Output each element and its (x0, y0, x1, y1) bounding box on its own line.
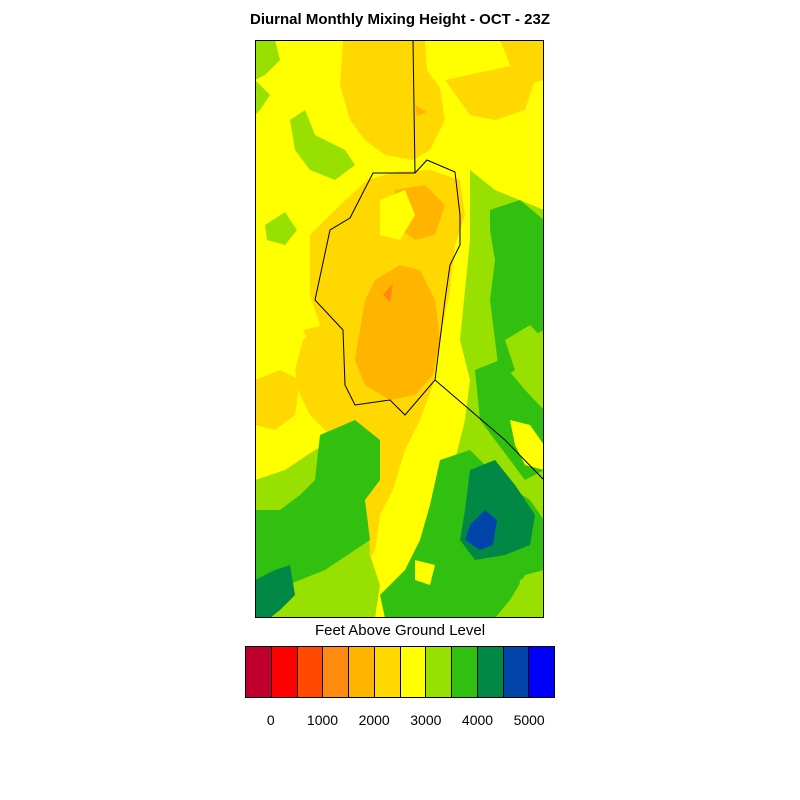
contour-lgreen-midleft (265, 212, 297, 245)
contour-gold-left (255, 370, 300, 430)
colorbar-tick-label: 5000 (513, 712, 545, 728)
contour-lgreen-bottom-right (515, 570, 544, 618)
colorbar-tick-label: 1000 (306, 712, 339, 728)
contour-gold-top-right (500, 40, 544, 85)
map-frame (255, 40, 544, 618)
colorbar (245, 646, 555, 698)
boundary-line-north (412, 40, 416, 174)
contour-green-bottom-left (255, 420, 380, 600)
contour-lgreen-bottom-mid (350, 555, 380, 618)
contour-gold-small (303, 325, 333, 355)
chart-title: Diurnal Monthly Mixing Height - OCT - 23… (250, 11, 550, 28)
contour-yellow-bottom-spot (415, 560, 435, 585)
colorbar-swatch (477, 647, 504, 697)
colorbar-title: Feet Above Ground Level (314, 622, 486, 639)
contour-lgreen-upperleft (290, 110, 355, 180)
contour-yellow-right (510, 420, 544, 470)
colorbar-ticks: 0 1000 2000 3000 4000 5000 (245, 712, 555, 730)
colorbar-swatch (323, 647, 349, 697)
contour-yellow-inner (380, 190, 415, 240)
contour-blue (465, 510, 497, 550)
contour-orange-speck-top (415, 105, 427, 116)
colorbar-tick-label: 0 (266, 712, 275, 728)
colorbar-tick-label: 3000 (410, 712, 442, 728)
contour-gold-upper-right (445, 65, 535, 120)
colorbar-swatch (271, 647, 298, 697)
mixing-height-map (255, 40, 544, 618)
colorbar-swatch (529, 647, 554, 697)
contour-lgreen-left (255, 80, 270, 115)
contour-lgreen-right-inner (505, 325, 544, 385)
colorbar-swatch (452, 647, 478, 697)
contour-orange-core (355, 265, 440, 400)
contour-lgreen-topleft (255, 40, 280, 80)
colorbar-tick-label: 4000 (461, 712, 494, 728)
colorbar-swatch (246, 647, 272, 697)
contour-gold-top (340, 40, 445, 160)
colorbar-swatch (426, 647, 452, 697)
contour-darkorange-spot (383, 283, 393, 302)
colorbar-swatch (374, 647, 401, 697)
boundary-line-southeast (434, 379, 544, 481)
colorbar-swatch (503, 647, 530, 697)
colorbar-swatch (349, 647, 375, 697)
boundary-outline (314, 159, 461, 416)
colorbar-swatch (400, 647, 427, 697)
colorbar-tick-label: 2000 (358, 712, 390, 728)
colorbar-swatch (297, 647, 324, 697)
contour-darkgreen-bottomleft (255, 565, 295, 618)
